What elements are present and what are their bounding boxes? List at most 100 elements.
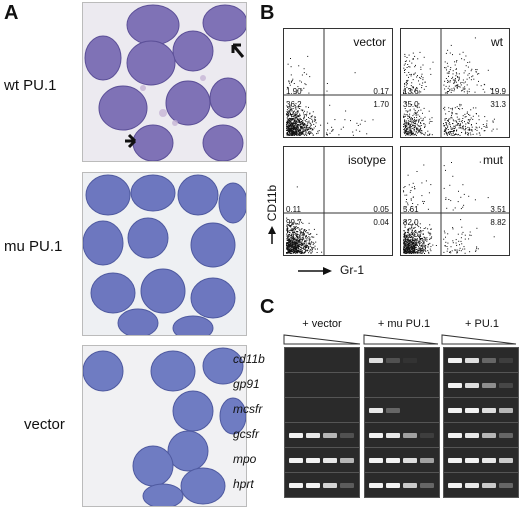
- event-dot: [444, 129, 446, 131]
- event-dot: [293, 238, 295, 239]
- event-dot: [286, 217, 288, 219]
- event-dot: [304, 119, 306, 121]
- event-dot: [357, 125, 359, 126]
- event-dot: [456, 252, 458, 254]
- event-dot: [303, 114, 305, 116]
- event-dot: [406, 249, 407, 251]
- event-dot: [303, 125, 305, 127]
- event-dot: [444, 127, 446, 129]
- event-dot: [309, 128, 311, 130]
- event-dot: [407, 234, 409, 236]
- event-dot: [291, 235, 293, 237]
- event-dot: [408, 236, 410, 238]
- event-dot: [291, 129, 293, 131]
- event-dot: [359, 130, 361, 132]
- event-dot: [405, 133, 407, 134]
- event-dot: [445, 129, 447, 131]
- event-dot: [293, 234, 294, 236]
- event-dot: [296, 247, 298, 249]
- event-dot: [447, 242, 449, 244]
- flow-plot-isotype: isotype 0.11 0.05 99.7 0.04: [283, 146, 393, 256]
- group-label-pu1: + PU.1: [465, 318, 499, 330]
- event-dot: [299, 118, 301, 120]
- event-dot: [446, 62, 448, 64]
- event-dot: [289, 250, 291, 251]
- event-dot: [293, 111, 295, 113]
- event-dot: [411, 226, 412, 228]
- event-dot: [409, 247, 411, 249]
- event-dot: [286, 121, 288, 123]
- event-dot: [468, 195, 470, 197]
- event-dot: [338, 134, 340, 136]
- gel-lane-group: [284, 372, 360, 398]
- event-dot: [414, 252, 416, 254]
- event-dot: [406, 84, 407, 86]
- event-dot: [290, 114, 292, 116]
- event-dot: [321, 251, 323, 253]
- event-dot: [312, 129, 314, 131]
- event-dot: [355, 129, 357, 131]
- event-dot: [329, 104, 331, 106]
- event-dot: [411, 132, 412, 134]
- event-dot: [445, 128, 447, 130]
- event-dot: [302, 243, 304, 245]
- event-dot: [295, 126, 297, 128]
- event-dot: [306, 115, 307, 117]
- gel-lane-group: [284, 472, 360, 498]
- event-dot: [296, 235, 298, 237]
- event-dot: [302, 132, 304, 134]
- event-dot: [406, 235, 408, 237]
- event-dot: [463, 91, 465, 93]
- event-dot: [289, 124, 291, 126]
- event-dot: [309, 125, 311, 127]
- event-dot: [423, 243, 425, 245]
- event-dot: [404, 55, 406, 57]
- event-dot: [306, 235, 307, 237]
- event-dot: [405, 251, 407, 253]
- event-dot: [405, 134, 407, 136]
- event-dot: [411, 227, 413, 229]
- gel-band: [499, 458, 513, 463]
- event-dot: [413, 129, 415, 131]
- event-dot: [415, 114, 417, 116]
- event-dot: [451, 109, 453, 111]
- event-dot: [456, 116, 458, 118]
- event-dot: [450, 67, 452, 69]
- gel-band: [369, 483, 383, 488]
- event-dot: [410, 249, 412, 251]
- event-dot: [445, 236, 446, 238]
- event-dot: [456, 60, 458, 61]
- event-dot: [423, 164, 425, 166]
- gel-band: [369, 458, 383, 463]
- event-dot: [468, 133, 469, 135]
- event-dot: [493, 118, 495, 120]
- event-dot: [298, 65, 300, 67]
- event-dot: [417, 58, 419, 60]
- event-dot: [409, 117, 410, 119]
- event-dot: [403, 237, 405, 239]
- event-dot: [409, 113, 411, 115]
- event-dot: [419, 131, 421, 133]
- event-dot: [286, 130, 288, 131]
- event-dot: [300, 126, 301, 128]
- event-dot: [459, 53, 461, 55]
- event-dot: [414, 222, 415, 224]
- event-dot: [289, 120, 291, 122]
- event-dot: [406, 122, 408, 124]
- event-dot: [452, 107, 453, 109]
- gel-band: [386, 408, 400, 413]
- event-dot: [410, 199, 412, 201]
- event-dot: [409, 110, 411, 112]
- event-dot: [298, 128, 300, 130]
- event-dot: [291, 247, 293, 249]
- event-dot: [307, 132, 309, 134]
- event-dot: [292, 113, 293, 115]
- event-dot: [422, 247, 424, 249]
- event-dot: [478, 126, 480, 128]
- event-dot: [292, 132, 294, 134]
- event-dot: [492, 121, 494, 123]
- event-dot: [291, 116, 293, 117]
- event-dot: [300, 249, 302, 251]
- gel-band: [499, 383, 513, 388]
- event-dot: [445, 123, 447, 125]
